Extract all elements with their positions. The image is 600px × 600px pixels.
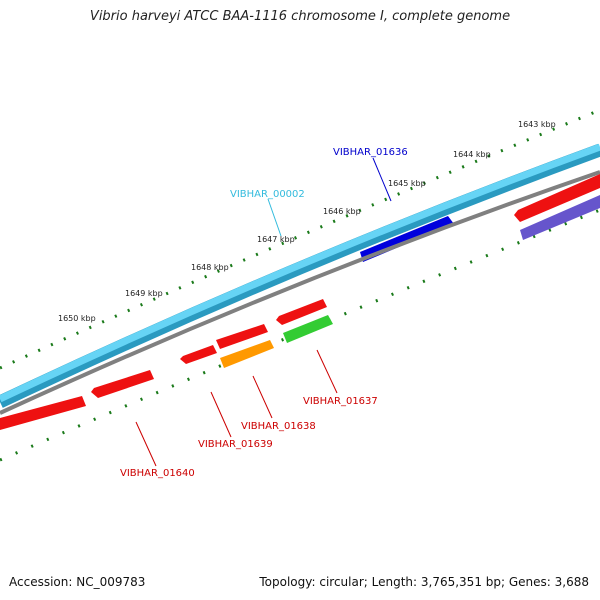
ruler-label-1644: 1644 kbp — [453, 150, 491, 159]
gene-vibhar-01638-orange[interactable] — [220, 340, 274, 368]
gene-label-vibhar-01639[interactable]: VIBHAR_01639 — [198, 439, 273, 450]
leader-vibhar-01638 — [252, 375, 273, 419]
gene-label-vibhar-01638[interactable]: VIBHAR_01638 — [241, 421, 316, 432]
ruler-label-1645: 1645 kbp — [388, 179, 426, 188]
gene-right-purple[interactable] — [520, 195, 600, 240]
ruler-label-1650: 1650 kbp — [58, 314, 96, 323]
backbone-cyan-highlight — [0, 143, 600, 403]
leader-vibhar-01637 — [316, 349, 338, 394]
gene-vibhar-01637-red[interactable] — [276, 299, 327, 325]
leader-vibhar-00002 — [267, 198, 282, 237]
leader-vibhar-01636 — [372, 157, 392, 202]
backbone-grey-track — [0, 170, 600, 415]
ruler-label-1646: 1646 kbp — [323, 207, 361, 216]
gene-label-vibhar-01640[interactable]: VIBHAR_01640 — [120, 468, 195, 479]
gene-vibhar-01638-red[interactable] — [216, 324, 268, 349]
backbone-cyan-track — [0, 143, 600, 408]
gene-vibhar-01637-green[interactable] — [283, 315, 333, 343]
gene-vibhar-01640-b[interactable] — [91, 370, 154, 398]
gene-label-vibhar-00002[interactable]: VIBHAR_00002 — [230, 189, 305, 200]
leader-vibhar-01639 — [210, 391, 232, 438]
genome-summary-text: Topology: circular; Length: 3,765,351 bp… — [259, 575, 589, 589]
gene-vibhar-01639[interactable] — [180, 345, 217, 364]
gene-label-vibhar-01637[interactable]: VIBHAR_01637 — [303, 396, 378, 407]
ruler-label-1648: 1648 kbp — [191, 263, 229, 272]
map-title: Vibrio harveyi ATCC BAA-1116 chromosome … — [89, 9, 511, 24]
gene-right-red[interactable] — [514, 174, 600, 222]
leader-vibhar-01640 — [135, 421, 157, 467]
ruler-label-1647: 1647 kbp — [257, 235, 295, 244]
ruler-label-1649: 1649 kbp — [125, 289, 163, 298]
accession-text: Accession: NC_009783 — [9, 575, 146, 589]
gene-vibhar-01640-a[interactable] — [0, 396, 86, 430]
ruler-label-1643: 1643 kbp — [518, 120, 556, 129]
gene-label-vibhar-01636[interactable]: VIBHAR_01636 — [333, 147, 408, 158]
gene-group-red — [0, 174, 600, 430]
